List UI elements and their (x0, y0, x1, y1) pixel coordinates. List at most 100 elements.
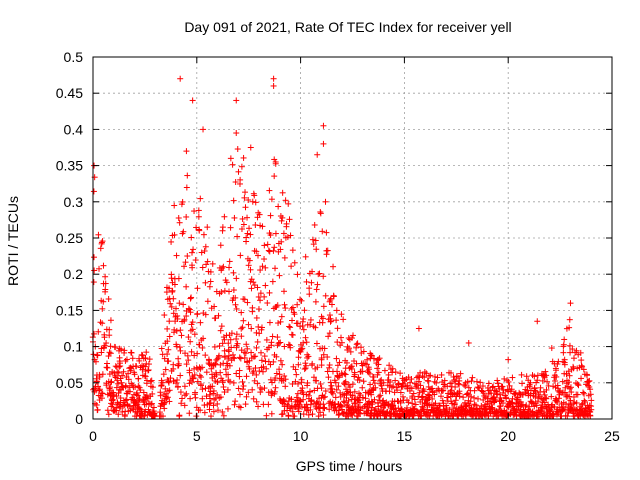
data-point (181, 383, 188, 390)
data-point (485, 380, 492, 387)
data-point (217, 242, 224, 249)
data-point (219, 408, 226, 415)
data-point (266, 289, 273, 296)
data-point (581, 390, 588, 397)
data-point (288, 396, 295, 403)
data-point (493, 390, 500, 397)
data-point (246, 365, 253, 372)
data-point (141, 412, 148, 419)
data-point (268, 196, 275, 203)
data-point (526, 403, 533, 410)
data-point (203, 261, 210, 268)
data-point (106, 326, 113, 333)
data-point (324, 368, 331, 375)
data-point (191, 331, 198, 338)
data-point (125, 376, 132, 383)
data-point (217, 369, 224, 376)
data-point (195, 207, 202, 214)
data-point (429, 395, 436, 402)
data-point (270, 247, 277, 254)
data-point (438, 371, 445, 378)
data-point (578, 362, 585, 369)
data-point (170, 365, 177, 372)
data-point (115, 411, 122, 418)
data-point (196, 227, 203, 234)
data-point (375, 369, 382, 376)
data-point (95, 231, 102, 238)
data-point (236, 367, 243, 374)
data-point (307, 321, 314, 328)
data-point (293, 394, 300, 401)
data-point (256, 211, 263, 218)
data-point (242, 189, 249, 196)
data-point (102, 273, 109, 280)
data-point (432, 400, 439, 407)
data-point (474, 395, 481, 402)
data-point (249, 304, 256, 311)
data-point (234, 146, 241, 153)
data-point (359, 368, 366, 375)
y-tick-label: 0.2 (64, 266, 84, 282)
data-point (105, 411, 112, 418)
data-point (354, 340, 361, 347)
data-point (438, 393, 445, 400)
data-point (332, 404, 339, 411)
data-point (108, 400, 115, 407)
data-point (175, 360, 182, 367)
data-point (313, 246, 320, 253)
data-point (239, 215, 246, 222)
data-point (168, 303, 175, 310)
data-point (238, 333, 245, 340)
data-point (506, 382, 513, 389)
data-point (183, 283, 190, 290)
data-point (542, 368, 549, 375)
data-point (584, 372, 591, 379)
data-point (285, 341, 292, 348)
data-point (580, 366, 587, 373)
data-point (287, 232, 294, 239)
data-point (244, 345, 251, 352)
data-point (145, 367, 152, 374)
data-point (176, 219, 183, 226)
data-point (320, 401, 327, 408)
data-point (548, 345, 555, 352)
data-point (214, 379, 221, 386)
data-point (250, 395, 257, 402)
data-point (417, 369, 424, 376)
data-point (266, 319, 273, 326)
data-point (471, 394, 478, 401)
data-point (411, 396, 418, 403)
data-point (320, 273, 327, 280)
data-point (100, 262, 107, 269)
data-point (277, 318, 284, 325)
data-point (285, 412, 292, 419)
data-point (183, 361, 190, 368)
data-point (223, 279, 230, 286)
data-point (513, 406, 520, 413)
data-point (400, 381, 407, 388)
data-point (101, 334, 108, 341)
data-point (210, 408, 217, 415)
data-point (503, 394, 510, 401)
data-point (96, 386, 103, 393)
data-point (220, 412, 227, 419)
data-point (188, 234, 195, 241)
data-point (327, 379, 334, 386)
y-tick-label: 0.25 (56, 230, 83, 246)
data-point (284, 401, 291, 408)
data-point (252, 364, 259, 371)
data-point (342, 371, 349, 378)
data-point (553, 373, 560, 380)
data-point (91, 254, 98, 261)
data-point (282, 376, 289, 383)
data-point (568, 404, 575, 411)
data-point (207, 395, 214, 402)
data-point (295, 361, 302, 368)
data-point (229, 161, 236, 168)
data-point (166, 285, 173, 292)
data-point (221, 389, 228, 396)
data-point (349, 332, 356, 339)
axis-ticks (92, 56, 613, 420)
data-point (586, 402, 593, 409)
